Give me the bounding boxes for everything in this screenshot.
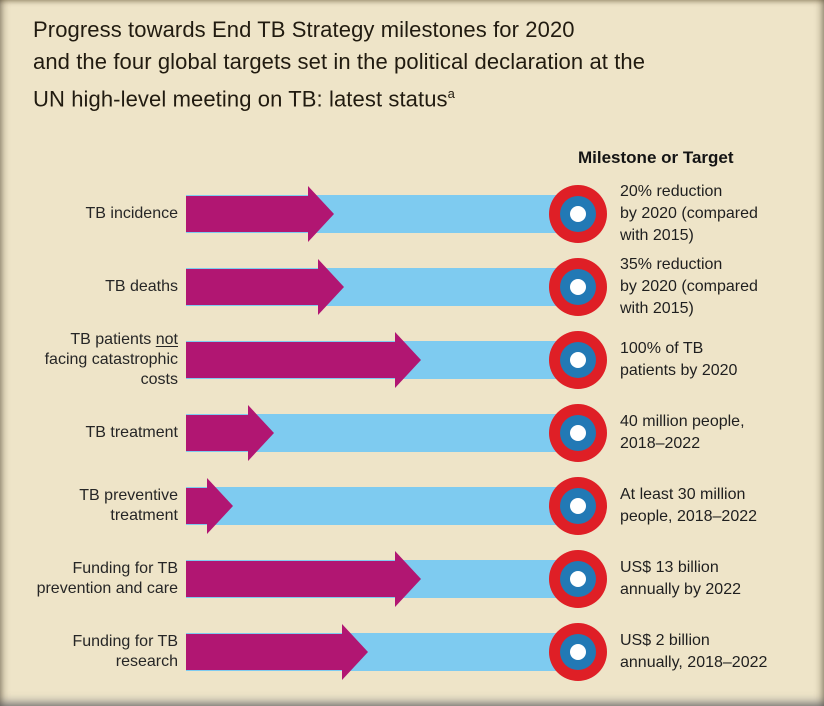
chart-row: TB preventive treatment At least 30 milli…: [0, 469, 824, 542]
bar-area: [186, 250, 607, 323]
progress-arrow: [186, 396, 274, 469]
progress-arrow: [186, 615, 368, 688]
progress-arrow-body: [186, 268, 318, 305]
row-label: TB incidence: [85, 204, 179, 222]
progress-arrow: [186, 250, 344, 323]
progress-arrow-head-icon: [317, 258, 344, 315]
row-label: TB deaths: [105, 277, 178, 295]
bullseye-target-icon: [549, 403, 607, 462]
bullseye-target-icon: [549, 257, 607, 316]
progress-arrow-head-icon: [341, 623, 368, 680]
milestone-text: US$ 13 billion annually by 2022: [620, 558, 741, 598]
bullseye-center: [570, 497, 586, 514]
progress-arrow: [186, 542, 421, 615]
bullseye-ring: [560, 487, 596, 524]
bullseye-target-icon: [549, 184, 607, 243]
milestone-text: 35% reduction by 2020 (compared with 2015): [620, 255, 758, 317]
progress-arrow: [186, 323, 421, 396]
bullseye-ring: [560, 268, 596, 305]
progress-arrow-body: [186, 195, 309, 232]
chart-row: TB deaths 35% reduction by 2020 (compared…: [0, 250, 824, 323]
progress-arrow-body: [186, 633, 342, 670]
chart-row: TB patients not facing catastrophic costs …: [0, 323, 824, 396]
bullseye-target-icon: [549, 622, 607, 681]
bullseye-target-icon: [549, 476, 607, 535]
progress-arrow-head-icon: [394, 331, 421, 388]
progress-arrow-head-icon: [394, 550, 421, 607]
bullseye-target-icon: [549, 549, 607, 608]
chart-row: Funding for TB prevention and care US$ 13…: [0, 542, 824, 615]
bullseye-ring: [560, 195, 596, 232]
bar-area: [186, 323, 607, 396]
bullseye-ring: [560, 633, 596, 670]
bar-area: [186, 615, 607, 688]
row-label: TB treatment: [85, 423, 178, 441]
progress-arrow: [186, 469, 234, 542]
progress-track-bar: [186, 486, 578, 525]
milestone-text: 20% reduction by 2020 (compared with 2015): [620, 182, 758, 244]
chart-row: TB incidence 20% reduction by 2020 (compa…: [0, 177, 824, 250]
row-label: TB patients not facing catastrophic costs: [44, 330, 178, 388]
progress-arrow: [186, 177, 335, 250]
bar-area: [186, 469, 607, 542]
progress-arrow-head-icon: [308, 185, 335, 242]
progress-arrow-body: [186, 414, 248, 451]
bullseye-ring: [560, 341, 596, 378]
bar-area: [186, 396, 607, 469]
row-label: Funding for TB research: [72, 632, 178, 670]
bullseye-center: [570, 205, 586, 222]
milestone-text: At least 30 million people, 2018–2022: [620, 485, 758, 525]
progress-arrow-body: [186, 341, 395, 378]
bullseye-target-icon: [549, 330, 607, 389]
milestone-column-header: Milestone or Target: [578, 148, 734, 167]
milestone-text: 40 million people, 2018–2022: [620, 412, 745, 452]
progress-arrow-head-icon: [247, 404, 274, 461]
bar-area: [186, 542, 607, 615]
chart-row: Funding for TB research US$ 2 billion annu…: [0, 615, 824, 688]
milestone-text: 100% of TB patients by 2020: [620, 339, 738, 379]
bullseye-center: [570, 643, 586, 660]
bullseye-center: [570, 570, 586, 587]
bullseye-center: [570, 424, 586, 441]
row-label: Funding for TB prevention and care: [36, 559, 178, 597]
progress-arrow-head-icon: [207, 477, 234, 534]
bullseye-ring: [560, 414, 596, 451]
bar-area: [186, 177, 607, 250]
milestone-text: US$ 2 billion annually, 2018–2022: [620, 631, 768, 671]
figure-title: Progress towards End TB Strategy milesto…: [33, 17, 646, 112]
progress-arrow-body: [186, 560, 395, 597]
progress-arrow-body: [186, 487, 208, 524]
bullseye-ring: [560, 560, 596, 597]
rows-container: TB incidence 20% reduction by 2020 (compa…: [0, 177, 824, 688]
row-label: TB preventive treatment: [79, 486, 178, 524]
bullseye-center: [570, 351, 586, 368]
chart-row: TB treatment 40 million people, 2018–2022: [0, 396, 824, 469]
bullseye-center: [570, 278, 586, 295]
